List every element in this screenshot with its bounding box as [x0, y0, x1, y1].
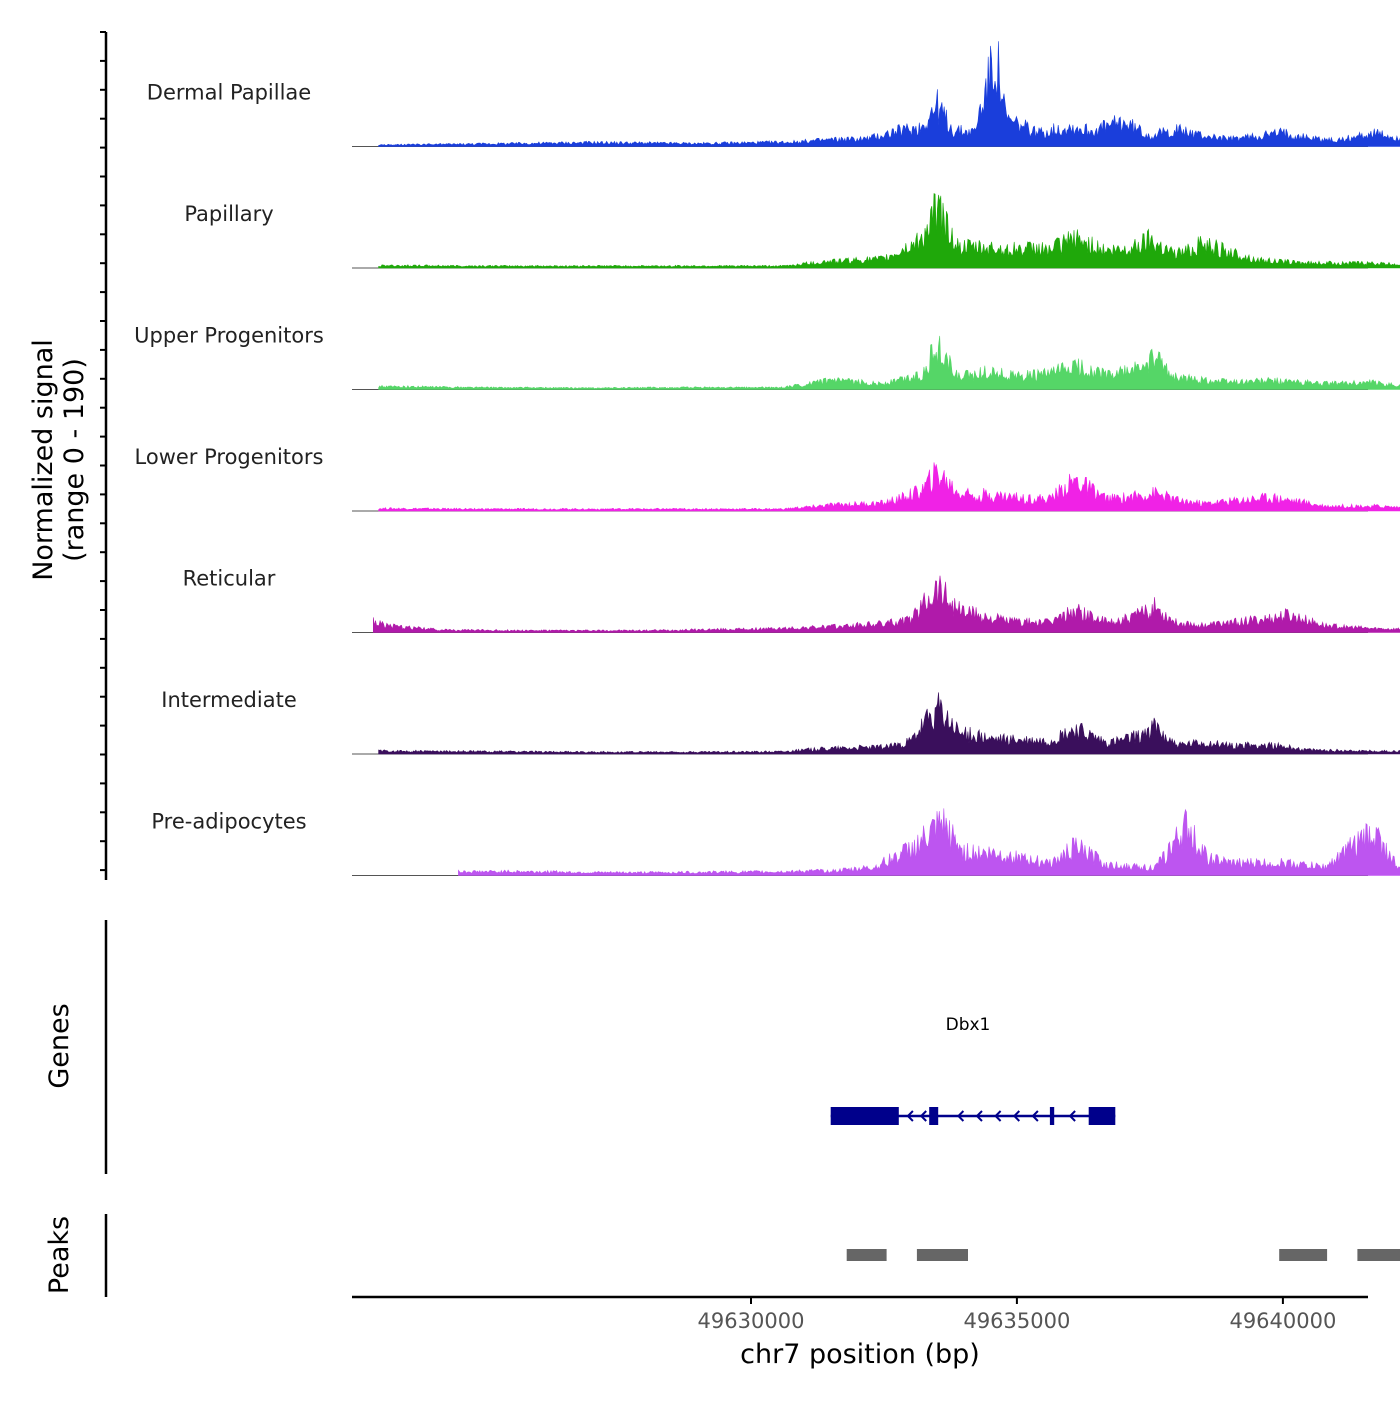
x-axis: 49630000 49635000 49640000	[352, 1295, 1368, 1333]
strand-arrow	[994, 1110, 1002, 1122]
gene-exon	[1049, 1107, 1055, 1125]
coverage-y-axis	[100, 31, 108, 880]
track-label: Dermal Papillae	[147, 81, 311, 105]
strand-arrow	[906, 1110, 914, 1122]
gene-exon	[1088, 1107, 1116, 1125]
peak-region	[1279, 1249, 1328, 1261]
x-tick-label: 49640000	[1229, 1309, 1336, 1333]
peaks-panel-title: Peaks	[44, 1216, 75, 1294]
strand-arrow	[956, 1110, 965, 1122]
track-label: Pre-adipocytes	[151, 810, 306, 834]
y-axis-title-line1: Normalized signal	[28, 339, 59, 581]
track-upper-progenitors: Upper Progenitors	[134, 324, 1400, 390]
coverage-area	[378, 193, 1400, 269]
gene-panel: Dbx1	[104, 920, 1116, 1174]
track-pre-adipocytes: Pre-adipocytes	[151, 808, 1400, 876]
gene-name-label: Dbx1	[946, 1015, 991, 1035]
coverage-area	[378, 462, 1400, 512]
strand-arrow	[919, 1110, 927, 1122]
track-label: Upper Progenitors	[134, 324, 324, 348]
coverage-area	[458, 808, 1400, 876]
coverage-area	[378, 335, 1400, 390]
strand-arrow	[1068, 1110, 1076, 1122]
strand-arrow	[1012, 1110, 1021, 1122]
x-tick-label: 49630000	[698, 1309, 805, 1333]
gene-exon	[929, 1107, 939, 1125]
track-reticular: Reticular	[183, 567, 1400, 633]
track-label: Lower Progenitors	[135, 445, 324, 469]
strand-arrow	[975, 1110, 983, 1122]
coverage-area	[378, 692, 1400, 755]
coverage-tracks: Dermal Papillae Papillary Upper Progenitor…	[134, 41, 1400, 876]
strand-arrow	[1031, 1110, 1039, 1122]
gene-exon	[830, 1107, 899, 1125]
track-intermediate: Intermediate	[161, 688, 1400, 755]
gene-dbx1: Dbx1	[830, 1015, 1116, 1125]
peak-panel	[104, 1214, 1400, 1297]
y-axis-title-line2: (range 0 - 190)	[59, 358, 90, 562]
peak-region	[1357, 1249, 1400, 1261]
track-dermal-papillae: Dermal Papillae	[147, 41, 1400, 147]
track-label: Reticular	[183, 567, 276, 591]
x-tick-label: 49635000	[963, 1309, 1070, 1333]
genes-panel-title: Genes	[44, 1003, 75, 1088]
peak-region	[916, 1249, 968, 1261]
track-label: Papillary	[184, 202, 273, 226]
track-papillary: Papillary	[184, 193, 1400, 269]
peak-region	[846, 1249, 887, 1261]
x-axis-title: chr7 position (bp)	[740, 1339, 980, 1370]
coverage-area	[373, 575, 1400, 633]
coverage-area	[378, 41, 1400, 147]
track-label: Intermediate	[161, 688, 297, 712]
track-lower-progenitors: Lower Progenitors	[135, 445, 1400, 512]
